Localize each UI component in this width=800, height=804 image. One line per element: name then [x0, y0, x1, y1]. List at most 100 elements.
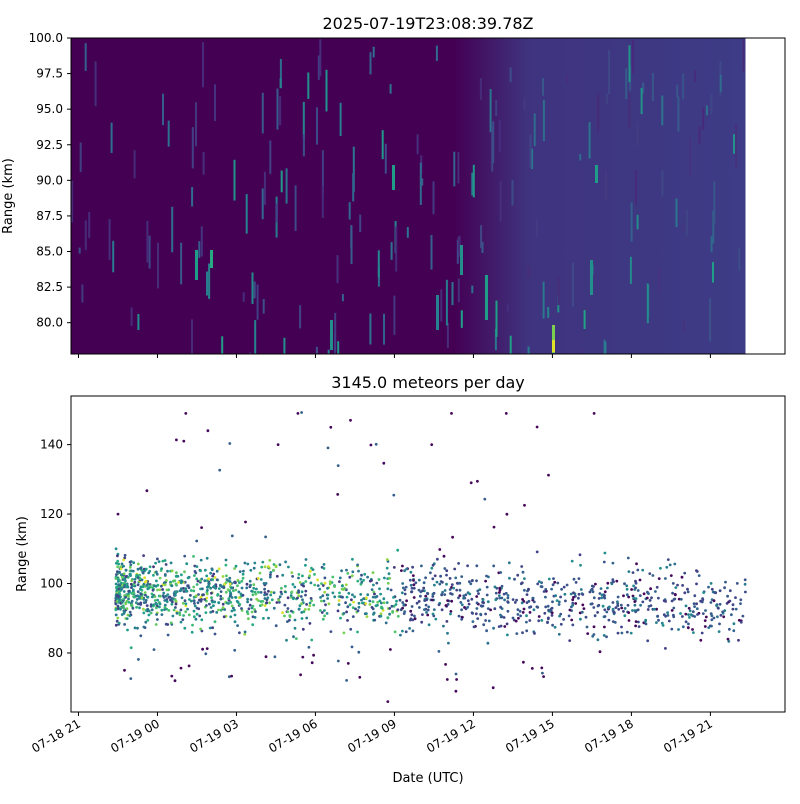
meteor-point — [356, 563, 359, 567]
meteor-point — [684, 620, 688, 624]
meteor-point — [715, 604, 718, 607]
meteor-point — [303, 608, 307, 611]
meteor-point — [411, 565, 414, 569]
meteor-point — [296, 596, 299, 600]
meteor-point — [718, 589, 722, 593]
meteor-point — [300, 411, 303, 414]
meteor-point — [260, 565, 264, 569]
meteor-point — [230, 609, 234, 613]
meteor-point — [494, 591, 498, 595]
meteor-point — [155, 613, 159, 616]
heatmap-cell — [536, 219, 539, 238]
meteor-point — [341, 584, 344, 588]
meteor-point — [173, 679, 177, 683]
meteor-point — [186, 607, 190, 611]
meteor-point — [513, 577, 516, 581]
meteor-point — [701, 612, 705, 615]
x-tick-label: 07-19 09 — [345, 716, 399, 755]
meteor-point — [701, 597, 704, 600]
meteor-point — [125, 617, 129, 620]
heatmap-cell — [395, 226, 398, 272]
meteor-point — [687, 606, 691, 610]
meteor-point — [127, 600, 131, 604]
meteor-point — [163, 574, 167, 577]
meteor-point — [275, 601, 279, 604]
heatmap-cell — [352, 146, 355, 192]
meteor-point — [147, 609, 151, 613]
meteor-point — [553, 625, 557, 629]
heatmap-cell — [162, 93, 164, 126]
meteor-point — [140, 588, 144, 592]
meteor-point — [174, 606, 177, 609]
meteor-point — [120, 575, 124, 579]
meteor-point — [292, 635, 295, 639]
meteor-point — [114, 582, 118, 586]
meteor-point — [158, 588, 162, 592]
meteor-point — [116, 512, 120, 516]
meteor-point — [191, 623, 194, 627]
heatmap-cell — [481, 241, 484, 253]
heatmap-cell — [348, 202, 351, 220]
meteor-point — [445, 569, 449, 573]
meteor-point — [730, 613, 733, 617]
meteor-point — [195, 612, 199, 616]
meteor-point — [319, 596, 322, 599]
meteor-point — [411, 574, 415, 577]
meteor-point — [578, 611, 582, 615]
meteor-point — [482, 623, 486, 627]
meteor-point — [246, 600, 250, 604]
meteor-point — [571, 603, 575, 607]
meteor-point — [116, 565, 119, 569]
meteor-point — [605, 635, 608, 639]
meteor-point — [283, 603, 287, 607]
meteor-point — [547, 473, 550, 477]
meteor-point — [516, 573, 520, 577]
meteor-point — [351, 593, 354, 597]
heatmap-cell — [214, 84, 216, 122]
meteor-point — [539, 585, 543, 588]
meteor-point — [123, 623, 126, 626]
meteor-point — [711, 590, 715, 594]
heatmap-cell — [485, 275, 488, 320]
meteor-point — [540, 581, 543, 585]
meteor-point — [183, 570, 186, 574]
heatmap-cell — [256, 284, 259, 320]
meteor-point — [523, 503, 526, 507]
meteor-point — [403, 569, 406, 573]
meteor-point — [450, 583, 454, 586]
meteor-point — [439, 574, 442, 578]
meteor-point — [557, 632, 561, 636]
meteor-point — [385, 601, 389, 604]
heatmap-cell — [456, 239, 459, 264]
meteor-point — [505, 512, 509, 516]
meteor-point — [438, 582, 442, 586]
meteor-point — [147, 571, 151, 575]
meteor-point — [470, 597, 474, 601]
meteor-point — [149, 611, 153, 615]
meteor-point — [320, 611, 324, 614]
meteor-point — [578, 553, 582, 557]
meteor-point — [712, 599, 716, 603]
meteor-point — [634, 610, 637, 614]
meteor-point — [118, 592, 121, 595]
meteor-point — [248, 603, 252, 607]
meteor-point — [400, 569, 403, 572]
meteor-point — [173, 598, 177, 601]
meteor-point — [571, 623, 575, 627]
meteor-point — [546, 617, 550, 621]
meteor-point — [196, 579, 200, 583]
meteor-point — [444, 663, 447, 666]
meteor-point — [325, 612, 329, 615]
meteor-point — [436, 557, 439, 561]
meteor-point — [345, 568, 348, 572]
meteor-point — [657, 577, 661, 580]
meteor-point — [503, 598, 506, 602]
meteor-point — [199, 599, 203, 603]
heatmap-cell — [280, 170, 283, 193]
heatmap-cell — [733, 134, 735, 154]
meteor-point — [309, 581, 313, 585]
heatmap-cell — [604, 341, 607, 354]
meteor-point — [410, 590, 413, 594]
meteor-point — [458, 581, 462, 585]
meteor-point — [637, 625, 641, 628]
